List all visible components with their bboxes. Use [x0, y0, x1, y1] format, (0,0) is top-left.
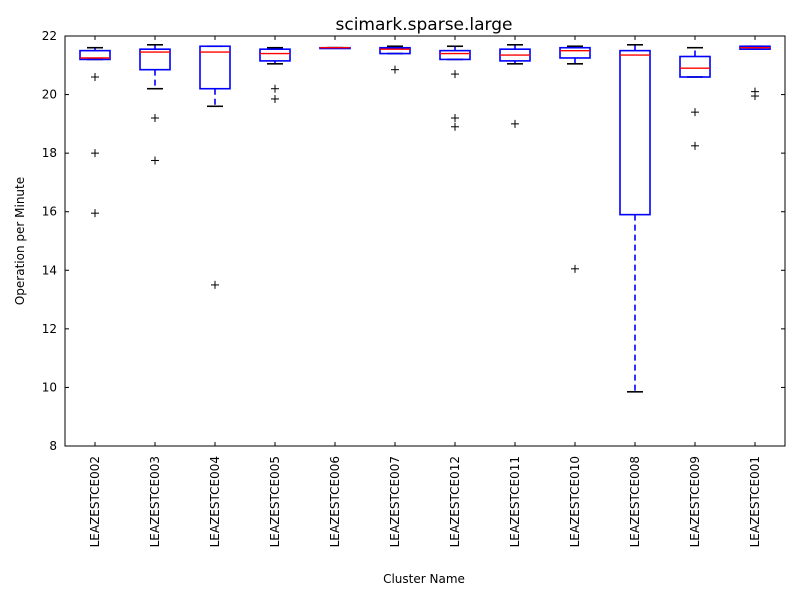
- box-group: [79, 46, 111, 218]
- x-axis: LEAZESTCE002 LEAZESTCE003 LEAZESTCE004 LEAZ…: [88, 36, 762, 547]
- flier-point: [451, 70, 459, 79]
- x-tick-label: LEAZESTCE010: [568, 456, 582, 547]
- box-iqr: [259, 48, 291, 62]
- x-tick-label: LEAZESTCE002: [88, 456, 102, 547]
- x-tick-label: LEAZESTCE001: [748, 456, 762, 547]
- flier-point: [691, 108, 699, 117]
- box-group: [379, 45, 411, 74]
- box-iqr: [619, 49, 651, 216]
- x-tick-label: LEAZESTCE003: [148, 456, 162, 547]
- box-iqr: [199, 45, 231, 90]
- y-axis-label: Operation per Minute: [13, 177, 27, 305]
- flier-point: [91, 149, 99, 158]
- flier-point: [451, 114, 459, 122]
- flier-point: [511, 119, 519, 128]
- box-group: [619, 43, 651, 393]
- x-tick-label: LEAZESTCE004: [208, 456, 222, 547]
- flier-point: [451, 122, 459, 131]
- box-group: [739, 45, 771, 101]
- box-iqr: [559, 46, 591, 59]
- box-iqr: [679, 55, 711, 78]
- x-tick-label: LEAZESTCE006: [328, 456, 342, 547]
- x-tick-label: LEAZESTCE005: [268, 456, 282, 547]
- box-iqr: [79, 49, 111, 61]
- plot-content: [79, 43, 771, 393]
- box-group: [559, 45, 591, 273]
- box-iqr: [439, 49, 471, 61]
- box-group: [319, 46, 351, 50]
- box-group: [139, 43, 171, 165]
- y-tick-label: 16: [42, 205, 57, 219]
- flier-point: [691, 141, 699, 150]
- x-tick-label: LEAZESTCE011: [508, 456, 522, 547]
- y-tick-label: 14: [42, 263, 57, 277]
- x-tick-label: LEAZESTCE009: [688, 456, 702, 547]
- x-tick-label: LEAZESTCE012: [448, 456, 462, 547]
- box-iqr: [379, 46, 411, 55]
- x-tick-label: LEAZESTCE008: [628, 456, 642, 547]
- chart-title: scimark.sparse.large: [336, 15, 513, 35]
- y-tick-label: 8: [49, 439, 57, 453]
- y-tick-label: 10: [42, 380, 57, 394]
- y-tick-label: 12: [42, 322, 57, 336]
- x-axis-label: Cluster Name: [383, 572, 465, 586]
- flier-point: [751, 92, 759, 101]
- y-tick-label: 20: [42, 88, 57, 102]
- flier-point: [211, 280, 219, 289]
- y-axis: 8 10 12 14 16 18 20 22: [42, 29, 785, 453]
- flier-point: [271, 94, 279, 103]
- box-group: [439, 45, 471, 131]
- box-group: [259, 46, 291, 103]
- flier-point: [91, 73, 99, 81]
- flier-point: [271, 84, 279, 93]
- box-group: [679, 46, 711, 150]
- y-tick-label: 18: [42, 146, 57, 160]
- flier-point: [151, 156, 159, 165]
- box-group: [199, 45, 231, 289]
- flier-point: [571, 264, 579, 273]
- flier-point: [391, 65, 399, 74]
- y-tick-label: 22: [42, 29, 57, 43]
- plot-frame: [64, 35, 786, 447]
- box-iqr: [139, 48, 171, 71]
- box-group: [499, 43, 531, 128]
- flier-point: [91, 209, 99, 218]
- x-tick-label: LEAZESTCE007: [388, 456, 402, 547]
- flier-point: [151, 114, 159, 122]
